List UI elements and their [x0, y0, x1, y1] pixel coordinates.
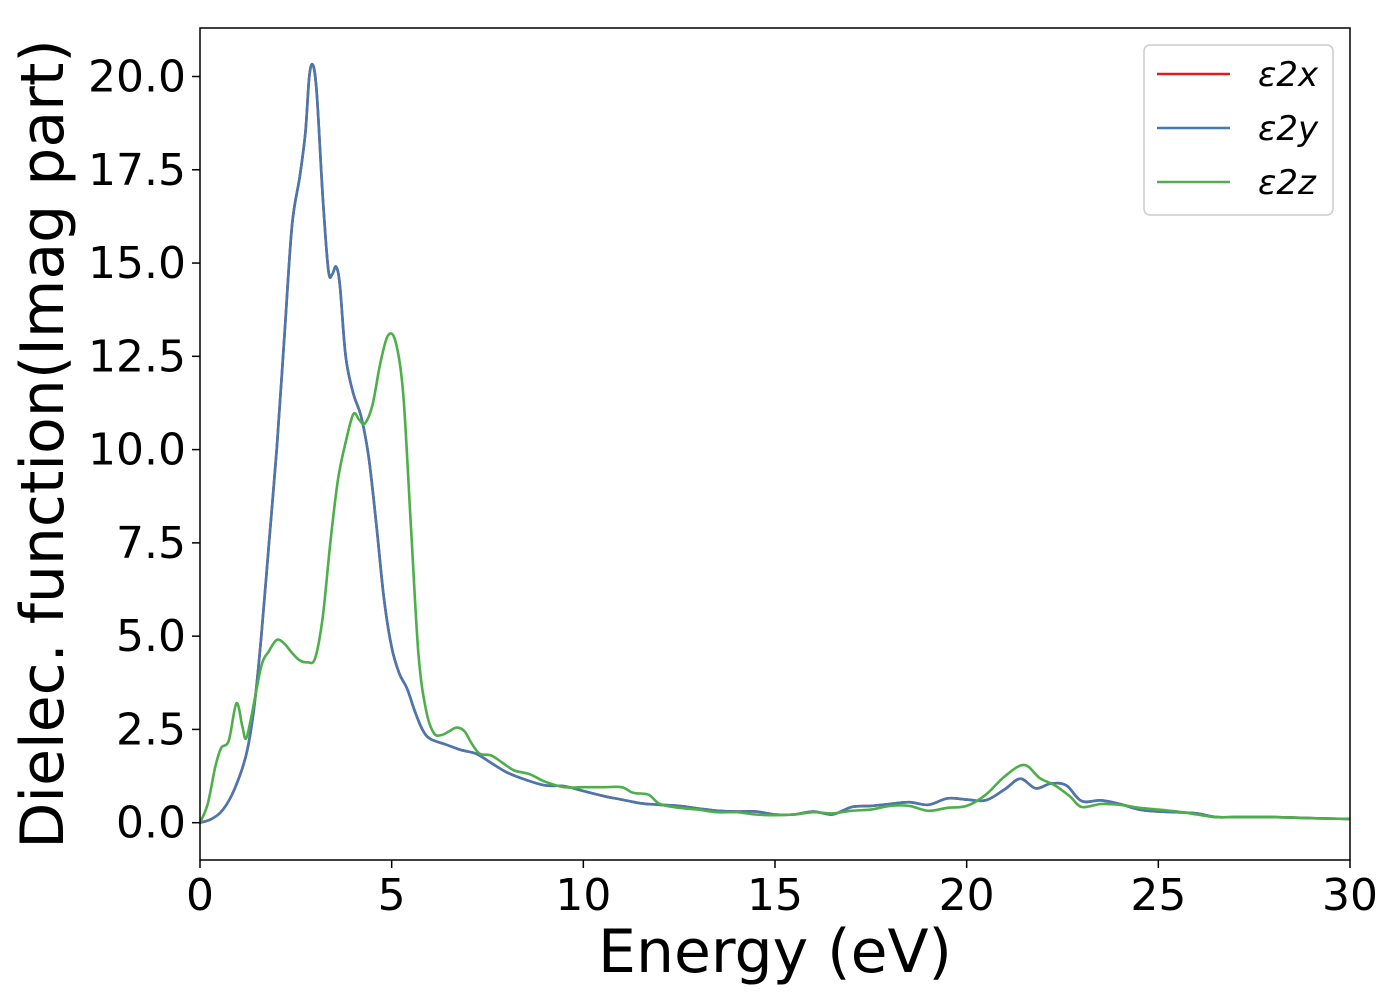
x-axis: 0 5 10 15 20 25 30: [186, 860, 1378, 921]
legend: ε2x ε2y ε2z: [1143, 44, 1334, 216]
x-tick-label: 10: [555, 870, 611, 921]
x-tick-label: 25: [1130, 870, 1186, 921]
x-tick-label: 5: [378, 870, 406, 921]
legend-label-1: ε2x: [1258, 55, 1319, 95]
y-tick-label: 15.0: [88, 238, 186, 289]
y-tick-label: 5.0: [116, 611, 186, 662]
x-tick-label: 15: [747, 870, 803, 921]
y-tick-label: 17.5: [88, 145, 186, 196]
y-tick-label: 7.5: [116, 518, 186, 569]
x-tick-label: 30: [1322, 870, 1378, 921]
y-axis: 0.0 2.5 5.0 7.5 10.0 12.5 15.0 17.5 20.0: [88, 52, 200, 849]
x-axis-title: Energy (eV): [598, 917, 952, 987]
x-tick-label: 0: [186, 870, 214, 921]
legend-label-2: ε2y: [1258, 109, 1319, 149]
legend-frame: [1143, 44, 1334, 216]
y-tick-label: 12.5: [88, 331, 186, 382]
y-axis-title: Dielec. function(Imag part): [8, 39, 78, 849]
series-line-2: [200, 62, 1350, 824]
y-tick-label: 20.0: [88, 52, 186, 103]
series-layer: [200, 62, 1350, 824]
x-tick-label: 20: [939, 870, 995, 921]
series-line-3: [200, 332, 1350, 824]
y-tick-label: 2.5: [116, 704, 186, 755]
legend-label-3: ε2z: [1258, 163, 1317, 203]
y-tick-label: 10.0: [88, 425, 186, 476]
y-tick-label: 0.0: [116, 798, 186, 849]
